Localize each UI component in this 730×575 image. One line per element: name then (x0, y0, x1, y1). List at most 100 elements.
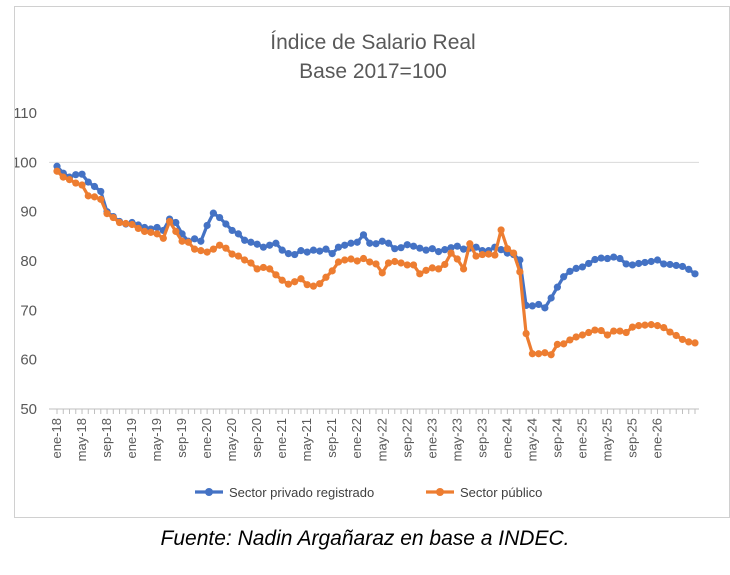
data-point (660, 324, 668, 332)
x-tick-label: sep-18 (99, 418, 114, 458)
x-tick-label: may-23 (449, 418, 464, 461)
data-point (528, 302, 536, 310)
data-point (372, 260, 380, 268)
data-point (641, 258, 649, 267)
data-point (253, 265, 261, 273)
x-tick-label: may-25 (599, 418, 614, 461)
source-note: Fuente: Nadin Argañaraz en base a INDEC. (160, 527, 570, 550)
x-tick-label: ene-22 (349, 418, 364, 458)
data-point (416, 244, 424, 252)
data-point (403, 261, 411, 269)
series-private-registered-line (55, 165, 696, 310)
data-point (441, 246, 449, 254)
data-point (616, 327, 624, 335)
data-point (378, 237, 386, 245)
data-point (428, 264, 436, 272)
data-point (434, 248, 443, 256)
data-point (284, 250, 293, 258)
data-point (541, 304, 549, 312)
data-point (140, 227, 149, 235)
data-point (78, 181, 86, 189)
data-point (647, 257, 655, 266)
data-point (685, 265, 693, 273)
series-lines (53, 162, 699, 359)
data-point (309, 246, 318, 254)
data-point (347, 255, 355, 263)
x-tick-label: sep-23 (474, 418, 489, 458)
x-tick-label: may-19 (149, 418, 164, 461)
data-point (222, 244, 230, 252)
data-point (278, 246, 286, 254)
data-point (359, 254, 368, 263)
y-tick-label: 100 (15, 154, 37, 171)
data-point (391, 257, 399, 266)
data-point (316, 247, 324, 255)
data-point (84, 178, 92, 186)
data-point (272, 271, 280, 279)
x-tick-label: sep-25 (624, 418, 639, 458)
legend: Sector privado registrado Sector público (195, 485, 542, 500)
data-point (610, 327, 618, 335)
x-tick-label: ene-21 (274, 418, 289, 458)
data-point (259, 243, 268, 251)
data-point (53, 167, 61, 175)
data-point (65, 176, 74, 184)
data-point (660, 260, 668, 268)
data-point (428, 245, 436, 253)
data-point (165, 217, 174, 226)
data-point (303, 281, 311, 289)
data-point (334, 258, 343, 266)
data-point (353, 257, 361, 265)
data-point (309, 282, 318, 290)
data-point (635, 259, 643, 268)
data-point (253, 240, 261, 248)
data-point (109, 213, 117, 222)
data-point (247, 259, 255, 267)
data-point (159, 234, 167, 242)
x-tick-label: may-22 (374, 418, 389, 461)
data-point (409, 261, 418, 269)
data-point (566, 267, 574, 275)
x-axis-tick-labels: ene-18 may-18 sep-18 ene-19 may-19 sep-19 ene-… (49, 418, 664, 461)
legend-item-private: Sector privado registrado (195, 485, 374, 500)
data-point (72, 171, 80, 179)
x-tick-label: ene-26 (649, 418, 664, 458)
data-point (635, 322, 643, 330)
data-point (597, 326, 605, 335)
y-tick-label: 50 (20, 401, 37, 418)
data-point (553, 283, 561, 291)
data-point (391, 245, 399, 253)
data-point (459, 265, 468, 273)
legend-swatch-marker (436, 488, 444, 496)
data-point (90, 182, 99, 191)
series-private-registered (53, 162, 699, 312)
data-point (603, 254, 612, 263)
data-point (122, 219, 130, 228)
data-point (259, 263, 268, 272)
x-tick-label: sep-22 (399, 418, 414, 458)
data-point (234, 252, 242, 260)
data-point (516, 268, 524, 276)
data-point (484, 250, 493, 258)
x-tick-label: sep-21 (324, 418, 339, 458)
data-point (134, 224, 142, 233)
data-point (622, 328, 630, 337)
data-point (153, 230, 161, 238)
data-point (359, 231, 368, 239)
data-point (384, 239, 393, 247)
data-point (209, 245, 217, 253)
data-point (353, 238, 361, 246)
data-point (172, 227, 180, 235)
y-tick-label: 110 (15, 105, 37, 122)
x-tick-label: ene-24 (499, 418, 514, 458)
data-point (591, 255, 599, 264)
data-point (297, 247, 305, 255)
x-tick-label: ene-23 (424, 418, 439, 458)
data-point (572, 264, 580, 272)
data-point (334, 243, 343, 251)
y-tick-label: 70 (20, 302, 37, 319)
x-axis (49, 408, 699, 414)
x-tick-label: may-18 (74, 418, 89, 461)
data-point (316, 280, 324, 288)
data-point (372, 240, 380, 248)
